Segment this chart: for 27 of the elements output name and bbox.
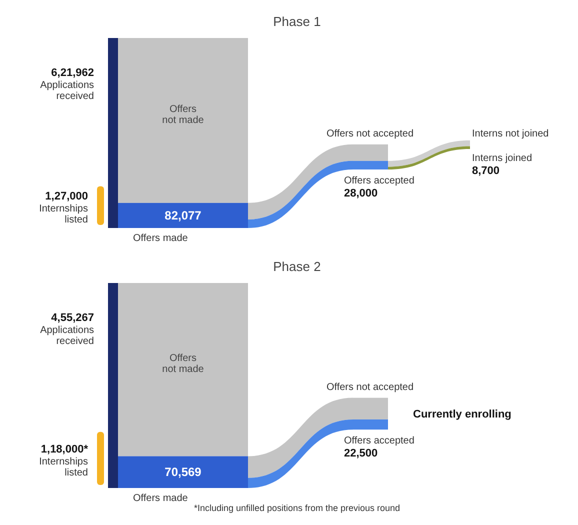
category-label: Offers not accepted [326,128,414,140]
category-label: Offers not accepted [326,382,414,393]
data-label: 4,55,267 [51,312,94,324]
data-label: 28,000 [344,187,378,200]
category-label: Applications received [40,325,94,347]
category-label: Offers accepted [344,436,414,447]
data-label: 6,21,962 [51,67,94,79]
data-label: 1,27,000 [45,190,88,203]
data-label: 82,077 [164,208,202,222]
category-label: Internships listed [39,204,88,226]
data-label: 1,18,000* [40,443,89,456]
text: *Including unfilled positions from the previous round [194,503,400,513]
category-label: Offers made [133,233,188,244]
category-label: Internships listed [39,456,88,478]
text: Phase 2 [273,259,321,274]
text: Phase 1 [273,14,321,29]
data-label: 22,500 [344,448,378,460]
category-label: Offers not made [162,104,204,126]
category-label: Offers not made [162,352,204,375]
data-label: 70,569 [164,465,202,480]
category-label: Interns joined [472,152,532,164]
category-label: Offers accepted [344,175,414,186]
category-label: Offers made [133,493,188,504]
data-label: 8,700 [472,164,500,177]
text: Currently enrolling [413,408,512,421]
category-label: Applications received [40,80,94,102]
category-label: Interns not joined [472,128,549,140]
